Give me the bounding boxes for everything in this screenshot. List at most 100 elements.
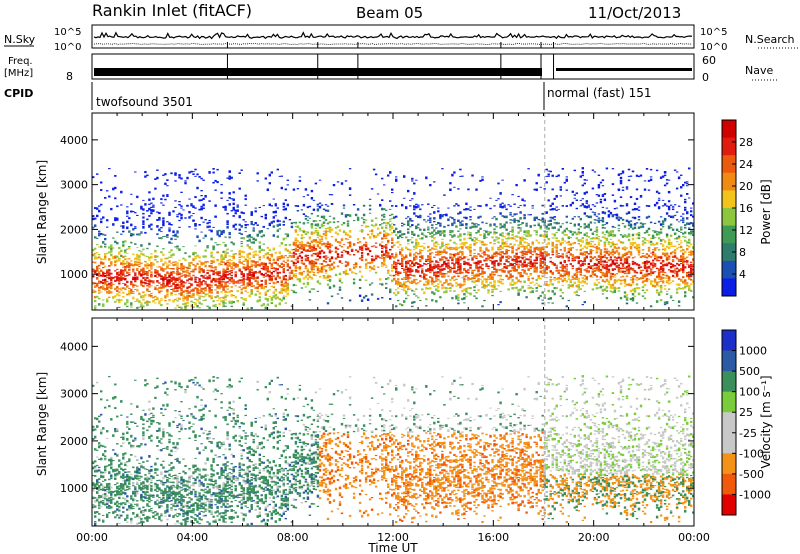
power-cell bbox=[282, 205, 286, 208]
power-cell bbox=[401, 233, 404, 236]
power-cell bbox=[316, 246, 320, 248]
power-cell bbox=[435, 260, 438, 263]
power-cell bbox=[150, 280, 153, 283]
power-cell bbox=[411, 305, 414, 308]
power-cell bbox=[362, 296, 366, 299]
power-cell bbox=[270, 222, 274, 225]
power-cell bbox=[162, 217, 165, 220]
power-cell bbox=[212, 171, 215, 174]
nsearch-tick-top: 10^5 bbox=[700, 27, 727, 38]
power-cell bbox=[413, 293, 416, 295]
power-cell bbox=[180, 269, 183, 271]
power-cell bbox=[264, 213, 268, 217]
power-cell bbox=[262, 303, 266, 306]
power-cell bbox=[316, 252, 320, 255]
power-cell bbox=[104, 246, 107, 248]
power-cell bbox=[102, 267, 105, 269]
power-cell bbox=[202, 269, 205, 271]
power-cell bbox=[527, 280, 530, 281]
power-cell bbox=[503, 225, 506, 228]
power-cell bbox=[120, 275, 123, 278]
power-cell bbox=[146, 210, 149, 212]
power-cell bbox=[413, 245, 416, 248]
power-cell bbox=[282, 277, 286, 279]
power-cell bbox=[320, 225, 324, 228]
power-cell bbox=[216, 168, 219, 171]
power-cell bbox=[469, 255, 472, 257]
power-cell bbox=[433, 273, 436, 277]
power-cell bbox=[310, 245, 314, 249]
power-cell bbox=[575, 249, 579, 251]
power-cell bbox=[126, 258, 129, 260]
power-cell bbox=[118, 292, 121, 294]
power-cell bbox=[134, 284, 137, 286]
power-cell bbox=[178, 212, 181, 215]
power-cell bbox=[431, 260, 434, 263]
power-cell bbox=[274, 297, 278, 300]
power-cell bbox=[497, 182, 500, 185]
power-cell bbox=[491, 277, 494, 280]
power-cell bbox=[493, 280, 496, 283]
power-cell bbox=[228, 260, 231, 262]
power-cell bbox=[100, 189, 103, 191]
power-cell bbox=[344, 261, 348, 263]
power-cell bbox=[302, 196, 306, 198]
power-cell bbox=[200, 269, 203, 272]
power-cell bbox=[435, 227, 438, 229]
power-cell bbox=[230, 210, 233, 212]
power-cell bbox=[188, 285, 191, 287]
power-cell bbox=[240, 276, 243, 278]
power-cell bbox=[272, 295, 276, 298]
power-cell bbox=[431, 252, 434, 254]
power-cell bbox=[469, 266, 472, 269]
power-cell bbox=[489, 285, 492, 287]
power-cell bbox=[545, 277, 548, 279]
power-cell bbox=[467, 237, 470, 239]
power-cell bbox=[525, 242, 528, 244]
power-cell bbox=[322, 221, 326, 224]
power-cell bbox=[236, 280, 239, 282]
power-cell bbox=[555, 195, 558, 198]
power-cell bbox=[298, 242, 302, 244]
power-cell bbox=[158, 266, 161, 268]
power-cell bbox=[401, 278, 404, 280]
power-cell bbox=[395, 274, 398, 276]
power-cell bbox=[457, 294, 460, 296]
power-cell bbox=[521, 198, 524, 202]
power-cell bbox=[529, 249, 532, 253]
power-cell bbox=[527, 243, 530, 246]
power-cell bbox=[559, 195, 563, 197]
power-cell bbox=[268, 270, 272, 273]
power-cell bbox=[210, 279, 213, 281]
power-cell bbox=[509, 243, 512, 245]
power-cell bbox=[94, 305, 97, 307]
power-cell bbox=[306, 206, 310, 209]
power-cell bbox=[561, 269, 565, 272]
power-cell bbox=[461, 242, 464, 245]
power-cell bbox=[174, 261, 177, 263]
power-cell bbox=[238, 172, 241, 174]
power-cell bbox=[346, 214, 350, 217]
power-cell bbox=[360, 258, 364, 262]
power-cell bbox=[194, 276, 197, 279]
power-cell bbox=[200, 284, 203, 286]
power-cell bbox=[485, 203, 488, 207]
power-cell bbox=[519, 246, 522, 248]
power-cell bbox=[116, 231, 119, 233]
power-cell bbox=[304, 258, 308, 260]
power-cell bbox=[413, 278, 416, 282]
power-cell bbox=[218, 263, 221, 266]
power-cell bbox=[340, 246, 344, 248]
power-cell bbox=[427, 245, 430, 249]
power-cell bbox=[142, 208, 145, 211]
power-cell bbox=[214, 271, 217, 274]
power-cell bbox=[302, 244, 306, 247]
power-cell bbox=[250, 263, 253, 265]
power-cell bbox=[216, 233, 219, 236]
power-cell bbox=[168, 268, 171, 269]
power-cell bbox=[126, 271, 129, 274]
power-cell bbox=[162, 263, 165, 266]
power-cell bbox=[541, 204, 544, 207]
power-cell bbox=[431, 283, 434, 286]
power-cell bbox=[300, 271, 304, 274]
